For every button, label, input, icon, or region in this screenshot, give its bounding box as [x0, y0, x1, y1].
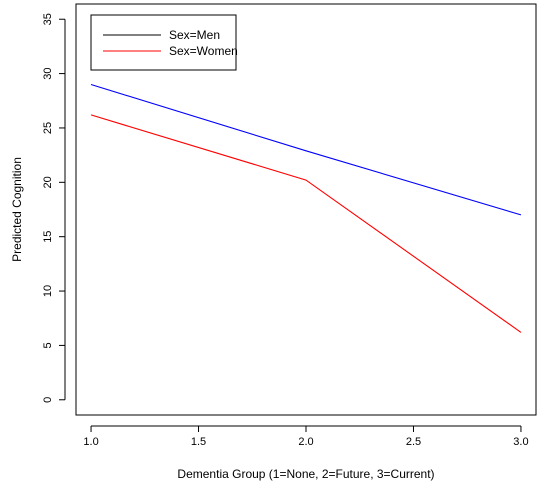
y-tick-label: 20	[42, 176, 54, 188]
x-tick-label: 1.0	[83, 436, 98, 448]
x-axis: 1.0 1.5 2.0 2.5 3.0	[83, 425, 529, 448]
legend-label-men: Sex=Men	[169, 28, 220, 42]
series-layer	[90, 83, 522, 333]
x-tick-label: 2.5	[406, 436, 421, 448]
y-tick-label: 25	[42, 122, 54, 134]
legend-label-women: Sex=Women	[169, 44, 238, 58]
y-tick-label: 35	[42, 13, 54, 25]
y-axis: 0 5 10 15 20 25 30 35	[42, 13, 66, 403]
x-axis-title: Dementia Group (1=None, 2=Future, 3=Curr…	[177, 467, 434, 481]
y-tick-label: 0	[42, 397, 54, 403]
series-line-men	[90, 83, 522, 216]
legend: Sex=Men Sex=Women	[90, 14, 238, 71]
x-tick-label: 3.0	[513, 436, 528, 448]
y-tick-label: 15	[42, 231, 54, 243]
y-tick-label: 10	[42, 285, 54, 297]
y-tick-label: 30	[42, 67, 54, 79]
legend-box	[90, 14, 237, 71]
x-tick-label: 2.0	[298, 436, 313, 448]
y-axis-title: Predicted Cognition	[10, 157, 24, 262]
y-tick-label: 5	[42, 342, 54, 348]
plot-frame	[75, 3, 537, 416]
x-tick-label: 1.5	[191, 436, 206, 448]
series-line-women	[90, 114, 522, 333]
